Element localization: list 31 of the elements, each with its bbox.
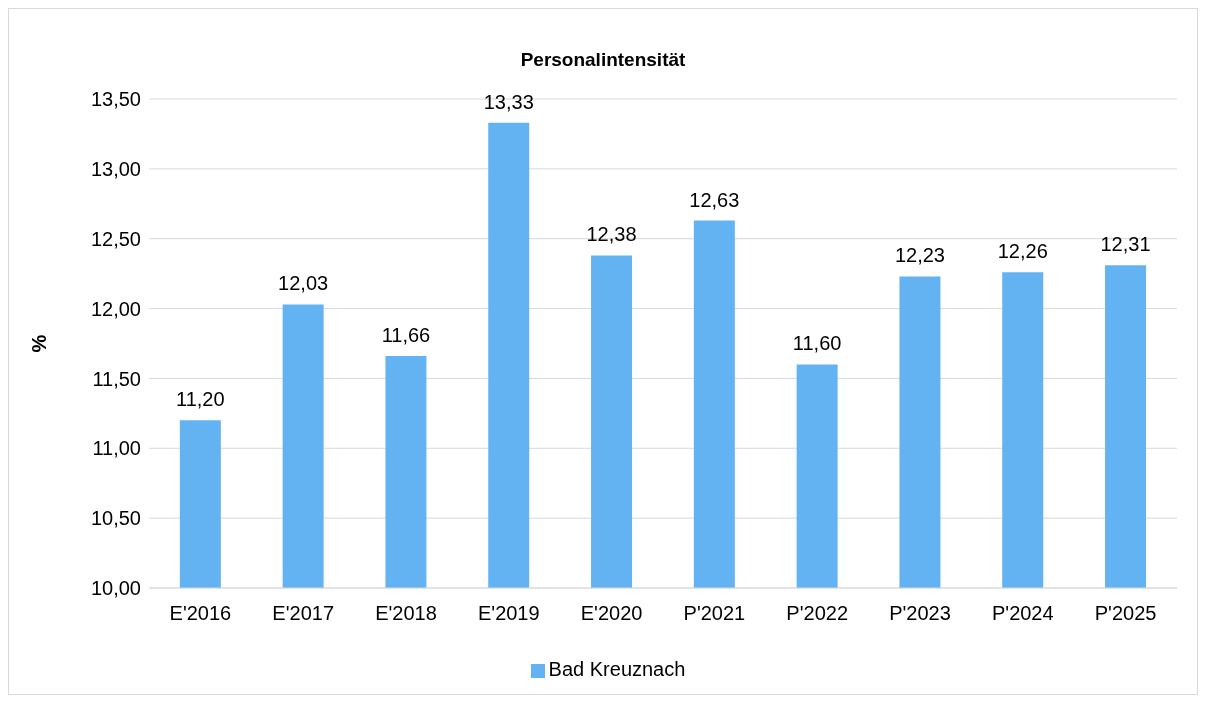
data-label: 11,20 [176, 388, 225, 411]
y-tick-label: 10,00 [90, 577, 141, 600]
x-tick-label: E'2016 [169, 602, 232, 625]
x-tick-label: P'2024 [991, 602, 1054, 625]
x-tick-label: E'2020 [580, 602, 643, 625]
x-tick-label: P'2023 [889, 602, 951, 625]
x-tick-label: E'2017 [272, 602, 335, 625]
y-tick-label: 10,50 [90, 507, 141, 530]
x-tick-label: P'2022 [786, 602, 849, 625]
data-label: 12,26 [997, 240, 1048, 263]
y-tick-label: 11,00 [92, 437, 141, 460]
data-label: 12,63 [689, 188, 740, 211]
y-tick-label: 11,50 [92, 367, 141, 390]
y-tick-label: 12,00 [90, 297, 141, 320]
data-label: 13,33 [483, 90, 534, 113]
data-label: 12,38 [586, 223, 637, 246]
data-label: 11,60 [792, 332, 842, 355]
data-label: 12,31 [1100, 233, 1151, 256]
chart-title: Personalintensität [519, 49, 687, 72]
y-axis-title: % [28, 334, 51, 353]
data-label: 12,03 [278, 272, 329, 295]
x-tick-label: E'2018 [375, 602, 437, 625]
data-label: 11,66 [381, 324, 431, 347]
y-tick-label: 12,50 [90, 227, 141, 250]
y-tick-label: 13,00 [90, 157, 141, 180]
legend-label: Bad Kreuznach [548, 658, 686, 680]
x-tick-label: P'2025 [1094, 602, 1157, 625]
x-tick-label: E'2019 [477, 602, 540, 625]
x-tick-label: P'2021 [683, 602, 746, 625]
y-tick-label: 13,50 [90, 88, 141, 111]
data-label: 12,23 [894, 244, 945, 267]
